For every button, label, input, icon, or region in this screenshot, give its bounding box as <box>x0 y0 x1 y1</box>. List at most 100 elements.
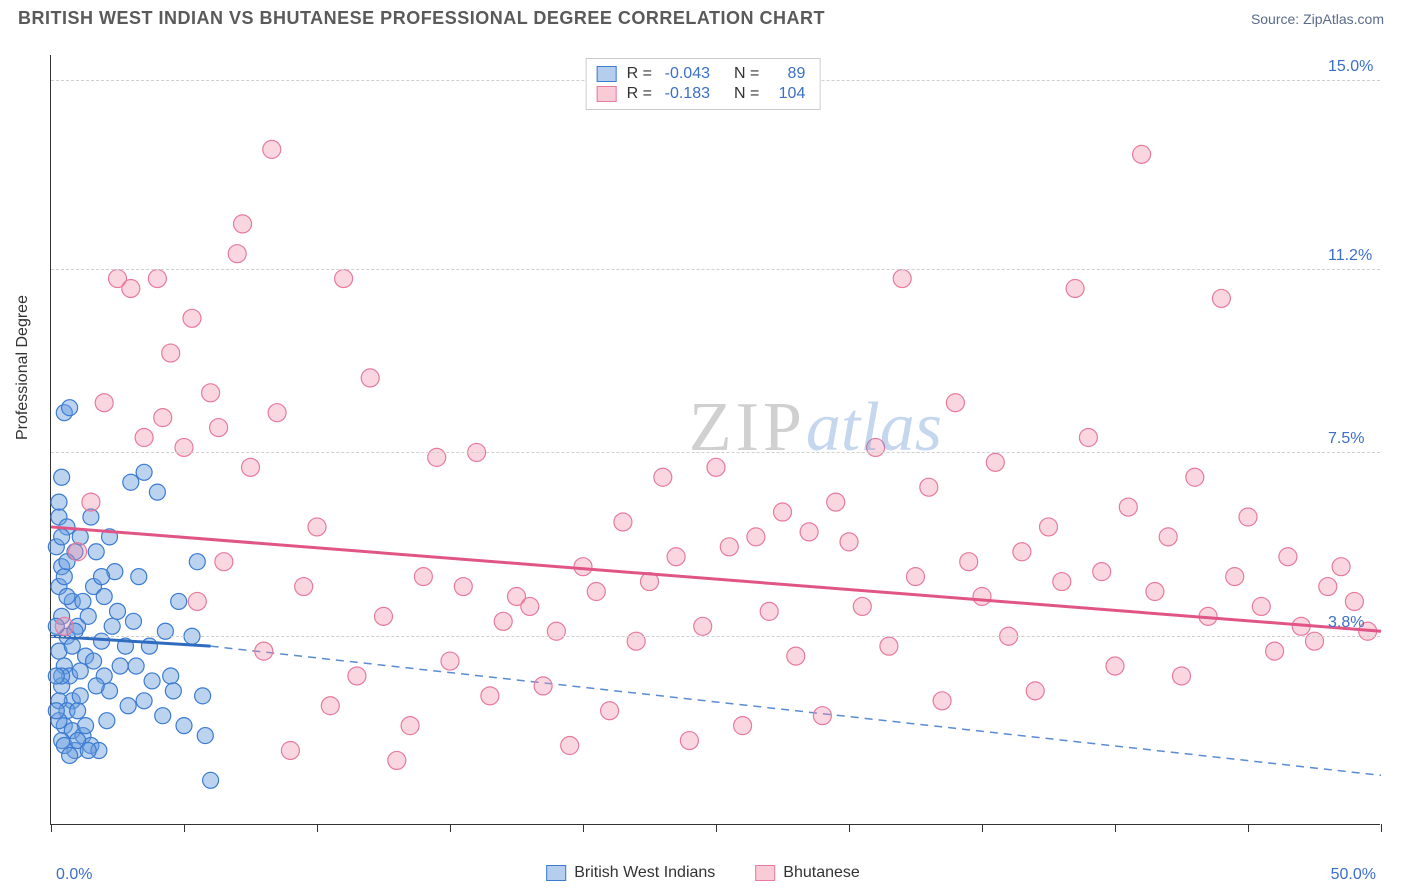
scatter-point-bhut <box>920 478 938 496</box>
scatter-point-bwi <box>165 683 181 699</box>
scatter-point-bwi <box>104 618 120 634</box>
source-attribution: Source: ZipAtlas.com <box>1251 11 1384 27</box>
y-tick-label: 3.8% <box>1328 614 1364 632</box>
scatter-point-bhut <box>1239 508 1257 526</box>
scatter-point-bhut <box>1133 145 1151 163</box>
scatter-point-bhut <box>428 448 446 466</box>
stats-row: R =-0.183N =104 <box>597 85 806 103</box>
y-axis-label: Professional Degree <box>14 295 32 440</box>
x-tick <box>716 824 717 832</box>
scatter-point-bwi <box>149 484 165 500</box>
scatter-point-bhut <box>148 270 166 288</box>
scatter-point-bhut <box>1319 578 1337 596</box>
scatter-point-bwi <box>144 673 160 689</box>
scatter-point-bwi <box>88 544 104 560</box>
scatter-point-bhut <box>481 687 499 705</box>
scatter-point-bhut <box>1026 682 1044 700</box>
scatter-point-bhut <box>1040 518 1058 536</box>
scatter-point-bhut <box>1186 468 1204 486</box>
scatter-point-bhut <box>840 533 858 551</box>
scatter-point-bhut <box>202 384 220 402</box>
scatter-point-bhut <box>183 309 201 327</box>
scatter-point-bwi <box>112 658 128 674</box>
scatter-point-bwi <box>59 588 75 604</box>
scatter-point-bwi <box>131 569 147 585</box>
scatter-point-bhut <box>295 578 313 596</box>
scatter-point-bhut <box>880 637 898 655</box>
scatter-point-bwi <box>136 693 152 709</box>
scatter-point-bhut <box>335 270 353 288</box>
scatter-point-bhut <box>1066 279 1084 297</box>
scatter-point-bwi <box>64 638 80 654</box>
scatter-point-bhut <box>973 587 991 605</box>
scatter-point-bhut <box>587 583 605 601</box>
scatter-point-bhut <box>1053 573 1071 591</box>
scatter-point-bwi <box>54 529 70 545</box>
scatter-point-bhut <box>263 140 281 158</box>
scatter-point-bwi <box>80 742 96 758</box>
scatter-point-bhut <box>281 741 299 759</box>
scatter-point-bhut <box>1173 667 1191 685</box>
scatter-point-bhut <box>654 468 672 486</box>
scatter-point-bhut <box>933 692 951 710</box>
x-tick <box>317 824 318 832</box>
stats-r-label: R = <box>627 85 652 103</box>
stats-n-value: 104 <box>769 85 805 103</box>
scatter-point-bhut <box>494 612 512 630</box>
x-tick <box>1248 824 1249 832</box>
scatter-point-bhut <box>308 518 326 536</box>
scatter-point-bhut <box>361 369 379 387</box>
scatter-point-bhut <box>813 707 831 725</box>
scatter-point-bhut <box>255 642 273 660</box>
scatter-point-bwi <box>51 494 67 510</box>
scatter-point-bwi <box>203 772 219 788</box>
scatter-point-bwi <box>88 678 104 694</box>
legend-item: British West Indians <box>546 864 715 882</box>
scatter-point-bwi <box>72 529 88 545</box>
scatter-svg <box>51 55 1380 824</box>
scatter-point-bwi <box>48 703 64 719</box>
scatter-point-bwi <box>128 658 144 674</box>
correlation-stats-box: R =-0.043N =89R =-0.183N =104 <box>586 58 821 110</box>
scatter-point-bwi <box>120 698 136 714</box>
scatter-point-bhut <box>960 553 978 571</box>
scatter-point-bhut <box>707 458 725 476</box>
x-tick <box>1115 824 1116 832</box>
legend-swatch <box>546 865 566 881</box>
scatter-point-bhut <box>1332 558 1350 576</box>
scatter-point-bhut <box>1146 583 1164 601</box>
scatter-point-bwi <box>78 718 94 734</box>
scatter-point-bhut <box>747 528 765 546</box>
stats-n-label: N = <box>734 65 759 83</box>
y-tick-label: 7.5% <box>1328 430 1364 448</box>
chart-title: BRITISH WEST INDIAN VS BHUTANESE PROFESS… <box>18 8 825 29</box>
scatter-point-bhut <box>188 592 206 610</box>
scatter-point-bhut <box>800 523 818 541</box>
scatter-point-bhut <box>787 647 805 665</box>
scatter-point-bwi <box>123 474 139 490</box>
scatter-point-bhut <box>627 632 645 650</box>
scatter-point-bhut <box>774 503 792 521</box>
stats-n-value: 89 <box>769 65 805 83</box>
scatter-point-bhut <box>454 578 472 596</box>
scatter-point-bhut <box>893 270 911 288</box>
scatter-point-bhut <box>1345 592 1363 610</box>
scatter-point-bhut <box>321 697 339 715</box>
scatter-point-bhut <box>853 597 871 615</box>
scatter-point-bhut <box>601 702 619 720</box>
scatter-point-bwi <box>171 593 187 609</box>
scatter-point-bwi <box>136 464 152 480</box>
scatter-point-bhut <box>388 751 406 769</box>
scatter-point-bwi <box>54 469 70 485</box>
scatter-point-bhut <box>694 617 712 635</box>
scatter-point-bhut <box>534 677 552 695</box>
scatter-point-bhut <box>561 737 579 755</box>
legend-item: Bhutanese <box>755 864 860 882</box>
stats-swatch <box>597 86 617 102</box>
scatter-point-bwi <box>72 688 88 704</box>
gridline-h <box>51 269 1380 270</box>
stats-r-label: R = <box>627 65 652 83</box>
scatter-point-bhut <box>1013 543 1031 561</box>
scatter-point-bhut <box>1266 642 1284 660</box>
scatter-point-bhut <box>215 553 233 571</box>
